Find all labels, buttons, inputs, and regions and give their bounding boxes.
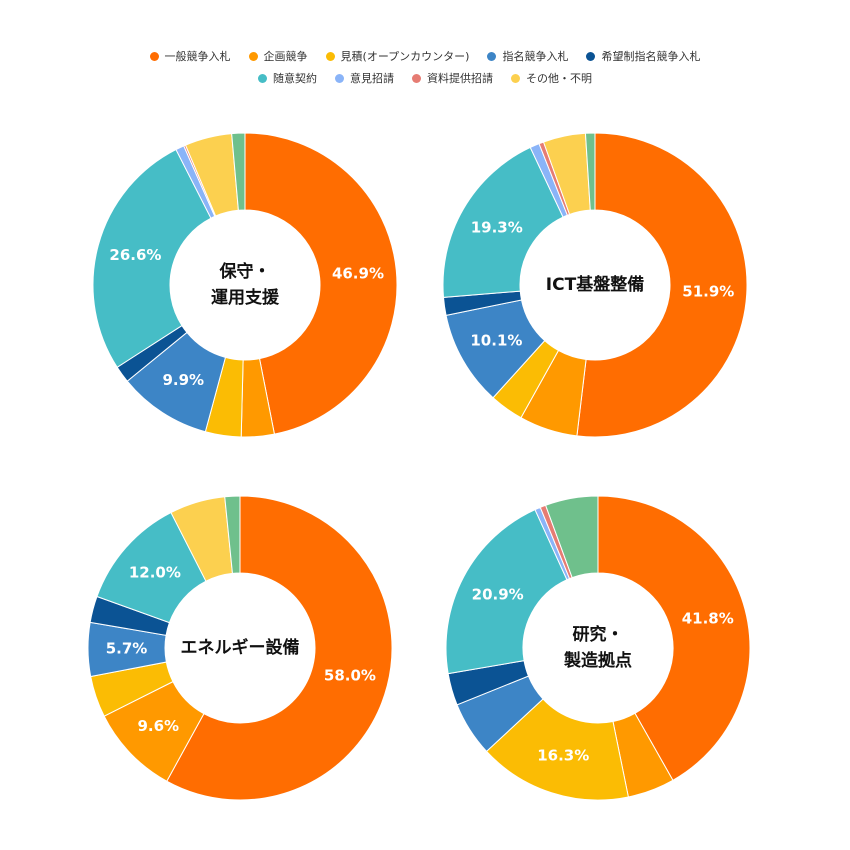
donut-center-title: 保守・運用支援 xyxy=(211,261,280,308)
slice-value-label: 20.9% xyxy=(472,585,524,603)
slice-value-label: 12.0% xyxy=(129,563,181,581)
legend-label: 指名競争入札 xyxy=(502,50,569,63)
donut-slice xyxy=(92,148,212,368)
donut-slice xyxy=(224,495,241,574)
donut-center-title: 研究・製造拠点 xyxy=(563,624,632,671)
legend-item: 希望制指名競争入札 xyxy=(586,48,700,64)
legend-label: 随意契約 xyxy=(273,72,317,85)
legend-swatch xyxy=(325,51,335,61)
legend-label: 企画競争 xyxy=(263,50,308,63)
legend-label: 一般競争入札 xyxy=(164,50,231,63)
donut-center-title: エネルギー設備 xyxy=(181,637,300,658)
donut-chart-4: 41.8% 16.3% 20.9% 研究・製造拠点 xyxy=(445,495,751,801)
legend-swatch xyxy=(258,73,267,83)
slice-value-label: 10.1% xyxy=(470,332,522,350)
legend-swatch xyxy=(248,51,258,61)
legend-label: その他・不明 xyxy=(526,72,592,85)
donut-slice xyxy=(485,698,629,801)
slice-value-label: 5.7% xyxy=(106,640,148,658)
slice-value-label: 58.0% xyxy=(324,667,376,685)
legend-swatch xyxy=(586,51,596,61)
chart-legend: 一般競争入札 企画競争 見積(オープンカウンター) 指名競争入札 希望制指名競争入札 随… xyxy=(0,48,850,92)
donut-slice xyxy=(597,495,751,781)
legend-item: 随意契約 xyxy=(258,70,317,86)
donut-chart-2: 51.9% 10.1% 19.3% ICT基盤整備 xyxy=(442,132,748,438)
donut-slice xyxy=(244,132,398,435)
slice-value-label: 26.6% xyxy=(109,246,161,264)
slice-value-label: 46.9% xyxy=(332,264,384,282)
donut-slice xyxy=(584,132,596,211)
legend-item: 意見招請 xyxy=(335,70,394,86)
legend-label: 見積(オープンカウンター) xyxy=(340,50,470,63)
legend-swatch xyxy=(335,73,344,83)
legend-item: 資料提供招請 xyxy=(412,70,493,86)
donut-chart-3: 58.0% 9.6% 5.7% 12.0% エネルギー設備 xyxy=(87,495,393,801)
legend-item: 見積(オープンカウンター) xyxy=(325,48,470,64)
donut-center-title: ICT基盤整備 xyxy=(546,274,644,295)
donut-slice xyxy=(442,146,564,298)
slice-value-label: 41.8% xyxy=(682,610,734,628)
slice-value-label: 9.9% xyxy=(162,371,204,389)
legend-swatch xyxy=(412,73,421,83)
slice-value-label: 16.3% xyxy=(537,747,589,765)
legend-label: 希望制指名競争入札 xyxy=(601,50,701,63)
legend-label: 資料提供招請 xyxy=(427,72,493,85)
legend-item: その他・不明 xyxy=(511,70,592,86)
donut-chart-1: 46.9% 9.9% 26.6% 保守・運用支援 xyxy=(92,132,398,438)
legend-row-1: 一般競争入札 企画競争 見積(オープンカウンター) 指名競争入札 希望制指名競争入札 xyxy=(0,48,850,64)
slice-value-label: 9.6% xyxy=(137,717,179,735)
slice-value-label: 19.3% xyxy=(471,219,523,237)
legend-item: 一般競争入札 xyxy=(149,48,231,64)
legend-item: 企画競争 xyxy=(248,48,308,64)
donut-slice xyxy=(445,509,568,675)
legend-swatch xyxy=(149,51,159,61)
legend-swatch xyxy=(511,73,520,83)
donut-slice xyxy=(166,495,393,801)
legend-swatch xyxy=(487,51,497,61)
donut-slice xyxy=(544,495,599,579)
slice-value-label: 51.9% xyxy=(682,282,734,300)
donut-slice xyxy=(576,132,748,438)
donut-slice xyxy=(231,132,246,211)
legend-row-2: 随意契約 意見招請 資料提供招請 その他・不明 xyxy=(0,70,850,86)
legend-label: 意見招請 xyxy=(350,72,394,85)
legend-item: 指名競争入札 xyxy=(487,48,568,64)
